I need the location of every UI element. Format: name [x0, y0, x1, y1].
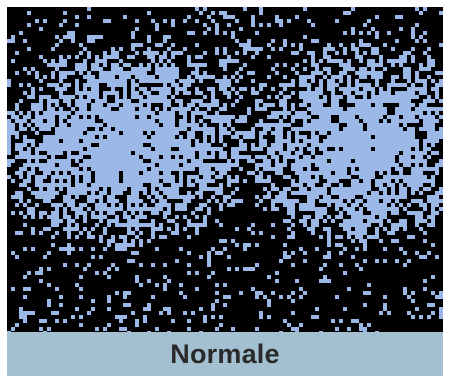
dot-pattern	[7, 7, 443, 332]
noise-display	[7, 7, 443, 332]
caption-bar: Normale	[7, 332, 443, 376]
caption-label: Normale	[170, 338, 280, 369]
noise-pixels	[7, 7, 443, 332]
image-frame: Normale	[7, 7, 443, 376]
